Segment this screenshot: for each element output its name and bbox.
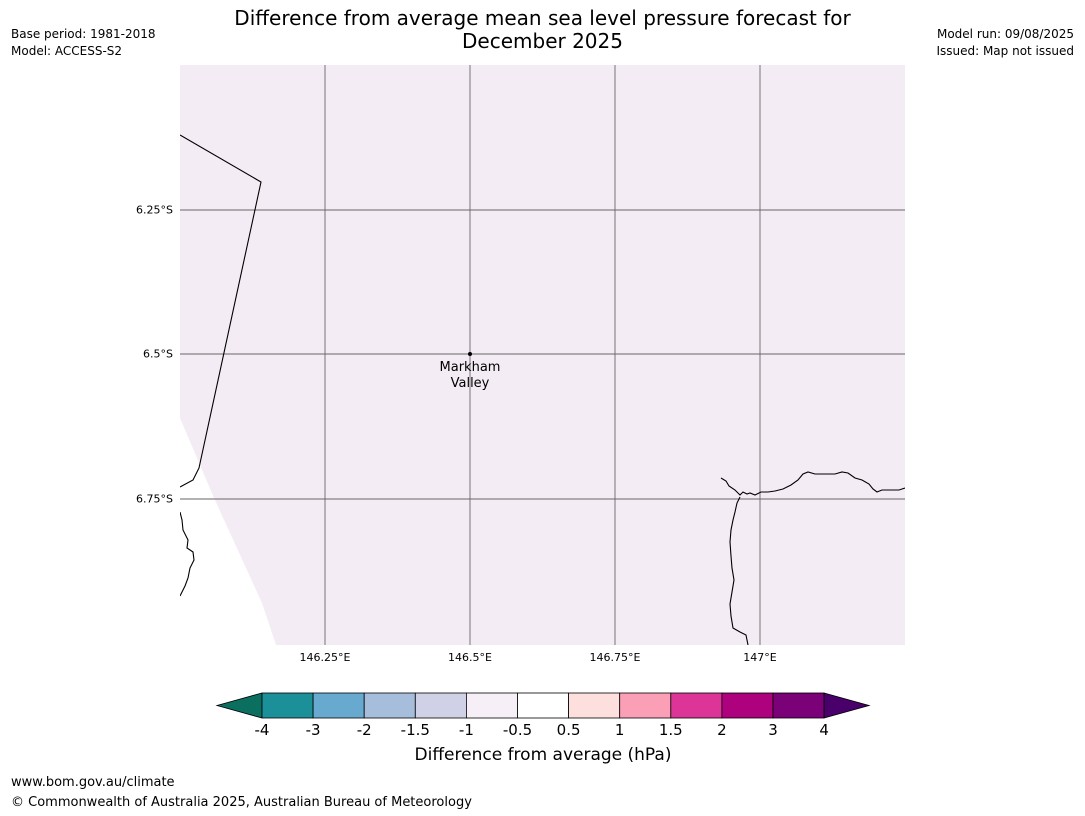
colorbar-tick-label: -4 xyxy=(254,721,270,739)
meta-left: Base period: 1981-2018 Model: ACCESS-S2 xyxy=(11,26,156,60)
lon-label-146.75: 146.75°E xyxy=(589,651,641,664)
issued-text: Issued: Map not issued xyxy=(936,44,1074,58)
colorbar-tick-label: 0.5 xyxy=(556,721,581,739)
colorbar-bin xyxy=(670,692,723,719)
colorbar-bin xyxy=(414,692,467,719)
lon-label-146.25: 146.25°E xyxy=(299,651,351,664)
place-label-markham-valley: Markham Valley xyxy=(410,360,530,392)
colorbar-bin xyxy=(517,692,569,719)
colorbar-tick-label: 2 xyxy=(717,721,727,739)
coastlines xyxy=(180,134,905,645)
colorbar-title: Difference from average (hPa) xyxy=(414,745,672,765)
place-name-line-2: Valley xyxy=(450,376,490,391)
lon-label-147: 147°E xyxy=(743,651,777,664)
colorbar-bin xyxy=(363,692,416,719)
colorbar-bin xyxy=(312,692,365,719)
colorbar-tick-label: -3 xyxy=(305,721,321,739)
colorbar-tick-label: -2 xyxy=(356,721,372,739)
map-title: Difference from average mean sea level p… xyxy=(180,7,905,53)
colorbar-tick-label: 1.5 xyxy=(658,721,683,739)
colorbar-tick-label: 3 xyxy=(768,721,778,739)
meta-right: Model run: 09/08/2025 Issued: Map not is… xyxy=(936,26,1074,60)
colorbar-extend-min xyxy=(215,692,263,719)
lat-label-6.5: 6.5°S xyxy=(143,347,173,361)
colorbar-bin xyxy=(568,692,621,719)
lat-label-6.75: 6.75°S xyxy=(136,492,173,506)
model-run-text: Model run: 09/08/2025 xyxy=(936,27,1074,41)
colorbar-bin xyxy=(465,692,518,719)
colorbar-tick-label: -0.5 xyxy=(502,721,533,739)
footer-url: www.bom.gov.au/climate xyxy=(11,775,175,790)
coastline-river xyxy=(729,496,749,645)
colorbar-tick-label: 1 xyxy=(614,721,625,739)
colorbar-tick-label: -1.5 xyxy=(400,721,430,739)
base-period-text: Base period: 1981-2018 xyxy=(11,27,156,41)
colorbar-extend-max xyxy=(823,692,871,719)
colorbar-bin xyxy=(619,692,672,719)
title-line-2: December 2025 xyxy=(462,29,623,53)
lat-label-6.25: 6.25°S xyxy=(136,203,173,217)
colorbar-tick-label: 4 xyxy=(819,721,829,739)
colorbar-tick-label: -1 xyxy=(458,721,474,739)
place-name-line-1: Markham xyxy=(439,360,501,375)
border-line xyxy=(180,134,262,488)
coastline-west xyxy=(180,511,195,597)
colorbar-bin xyxy=(261,692,314,719)
title-line-1: Difference from average mean sea level p… xyxy=(234,6,851,30)
footer-copyright: © Commonwealth of Australia 2025, Austra… xyxy=(11,795,472,810)
markham-valley-marker xyxy=(468,352,472,356)
colorbar-bin xyxy=(772,692,825,719)
colorbar-bin xyxy=(721,692,774,719)
lon-label-146.5: 146.5°E xyxy=(448,651,492,664)
model-text: Model: ACCESS-S2 xyxy=(11,44,123,58)
coastline-east xyxy=(720,471,905,496)
